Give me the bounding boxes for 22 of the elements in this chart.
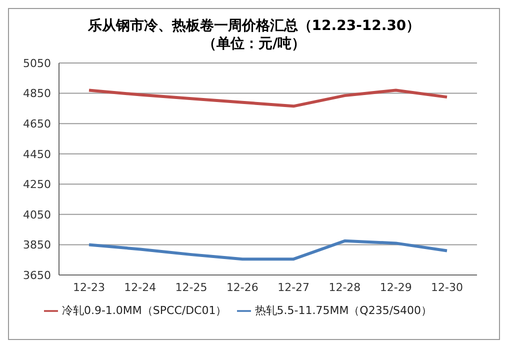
- y-tick-label: 3850: [23, 238, 51, 252]
- y-tick-label: 4050: [23, 208, 51, 222]
- y-tick-label: 5050: [23, 56, 51, 70]
- x-tick-label: 12-24: [124, 280, 156, 294]
- chart-subtitle: （单位：元/吨）: [201, 35, 307, 53]
- y-tick-label: 4250: [23, 178, 51, 192]
- x-tick-label: 12-27: [278, 280, 310, 294]
- line-series: [88, 239, 448, 261]
- x-tick-label: 12-30: [431, 280, 463, 294]
- x-tick-label: 12-29: [380, 280, 412, 294]
- x-tick-label: 12-28: [328, 280, 361, 294]
- chart-title: 乐从钢市冷、热板卷一周价格汇总（12.23-12.30）: [86, 16, 422, 35]
- legend-label: 热轧5.5-11.75MM（Q235/S400）: [254, 304, 432, 317]
- y-tick-label: 4650: [23, 117, 51, 130]
- y-tick-label: 4850: [23, 87, 51, 100]
- line-series: [88, 88, 448, 108]
- y-tick-label: 3650: [23, 268, 51, 282]
- y-tick-label: 4450: [23, 148, 51, 161]
- x-tick-label: 12-23: [73, 280, 105, 294]
- legend-label: 冷轧0.9-1.0MM（SPCC/DC01）: [62, 304, 227, 317]
- x-tick-label: 12-26: [226, 280, 258, 294]
- x-tick-label: 12-25: [175, 280, 208, 294]
